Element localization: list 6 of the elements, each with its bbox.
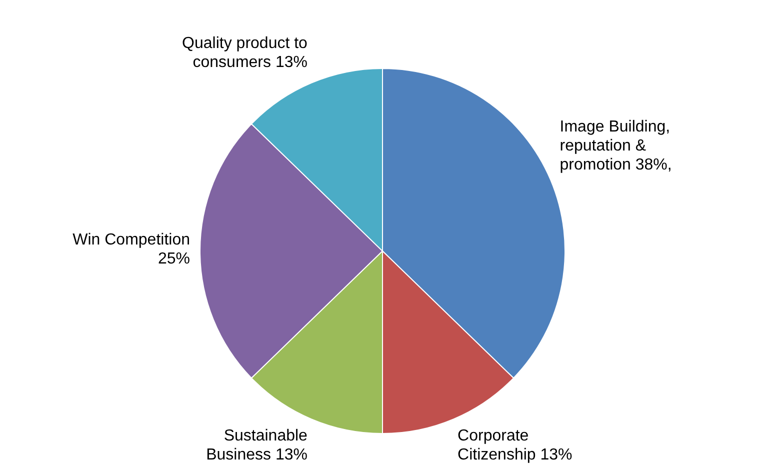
slice-label: Image Building, reputation & promotion 38%, [560, 118, 672, 174]
slice-label: Sustainable Business 13% [206, 428, 308, 464]
slice-label: Quality product to consumers 13% [182, 35, 308, 72]
data-label: 25% [158, 250, 190, 268]
slice-label: Win Competition [72, 231, 190, 248]
slice-label: Corporate Citizenship 13% [458, 428, 572, 464]
